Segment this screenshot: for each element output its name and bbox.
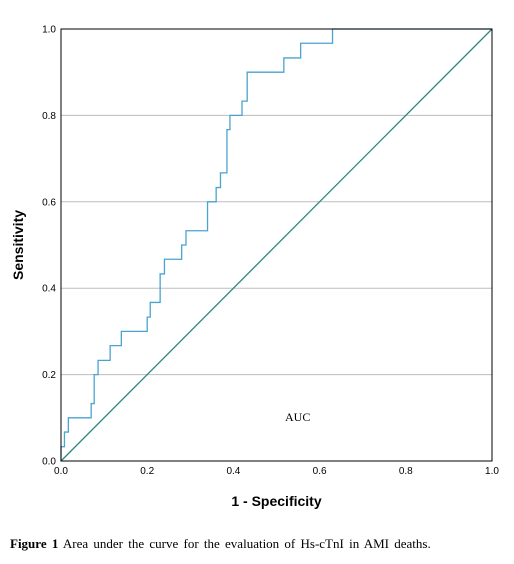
y-tick-label: 0.2 [42,370,56,381]
x-tick-label: 1.0 [485,466,499,477]
series-layer [60,28,493,462]
x-tick-label: 0.2 [140,466,154,477]
roc-chart: 0.0 0.2 0.4 0.6 0.8 1.0 0.0 0.2 0.4 0.6 0.8 1.0 AUC… [10,25,499,510]
plot-frame [60,28,493,462]
y-tick-label: 0.6 [42,197,56,208]
x-tick-label: 0.6 [313,466,327,477]
gridlines [61,114,492,376]
roc-curve [60,28,492,461]
figure-caption: Figure 1 Area under the curve for the ev… [10,536,510,552]
y-tick-label: 0.4 [42,284,56,295]
auc-annotation: AUC [285,410,310,424]
x-tick-label: 0.8 [399,466,413,477]
tick-labels: 0.0 0.2 0.4 0.6 0.8 1.0 0.0 0.2 0.4 0.6 0.8 1.0 [42,25,499,478]
caption-text: Area under the curve for the evaluation … [62,536,431,551]
caption-label: Figure 1 [10,536,59,551]
y-tick-label: 0.8 [42,111,56,122]
y-tick-label: 1.0 [42,25,56,36]
x-tick-label: 0.4 [226,466,240,477]
reference-line [60,28,493,462]
y-axis-title: Sensitivity [10,210,26,280]
y-tick-label: 0.0 [42,457,56,468]
x-tick-label: 0.0 [54,466,68,477]
x-axis-title: 1 - Specificity [231,493,321,509]
